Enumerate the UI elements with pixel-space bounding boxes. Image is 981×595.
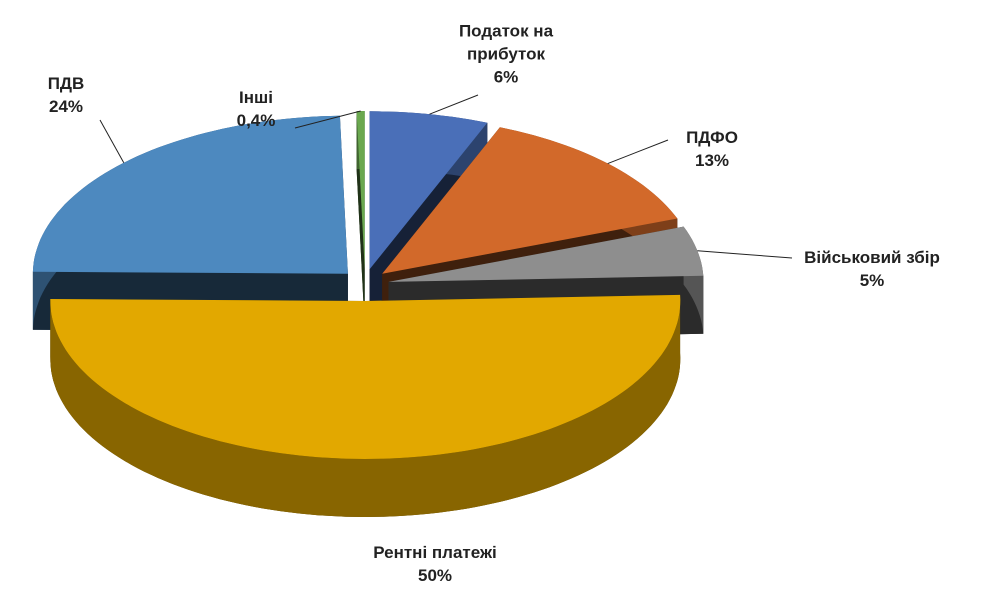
leader-line: [294, 110, 361, 129]
slice-top: [388, 226, 704, 282]
value-label: 6%: [493, 67, 519, 87]
slice-label: ПДФО 13%: [657, 127, 767, 173]
category-label: Військовий збір: [804, 248, 940, 268]
leader-line: [99, 119, 125, 163]
slice-label: Рентні платежі 50%: [325, 542, 545, 588]
category-label: Податок на прибуток: [458, 21, 554, 64]
value-label: 50%: [417, 566, 453, 585]
value-label: 24%: [48, 97, 84, 116]
slice-top: [382, 127, 678, 274]
leader-line: [697, 250, 793, 259]
slice: [356, 111, 365, 327]
slice: [50, 294, 681, 517]
category-label: Рентні платежі: [373, 543, 497, 563]
category-label: ПДФО: [686, 128, 738, 148]
category-label: ПДВ: [47, 74, 85, 94]
value-label: 5%: [859, 271, 885, 290]
slice-label: Податок на прибуток 6%: [421, 21, 591, 90]
slice-top: [32, 115, 348, 274]
value-label: 13%: [694, 151, 730, 170]
leader-line: [607, 139, 669, 165]
slice-top: [356, 111, 365, 269]
leader-line: [429, 94, 479, 115]
slice-label: ПДВ 24%: [26, 73, 106, 119]
value-label: 0,4%: [236, 111, 276, 130]
slice-top: [369, 111, 488, 270]
category-label: Інші: [239, 88, 273, 108]
slice-top: [50, 294, 681, 459]
slice-label: Військовий збір 5%: [787, 247, 957, 293]
slice-wall: [50, 294, 681, 517]
slice-label: Інші 0,4%: [216, 87, 296, 133]
